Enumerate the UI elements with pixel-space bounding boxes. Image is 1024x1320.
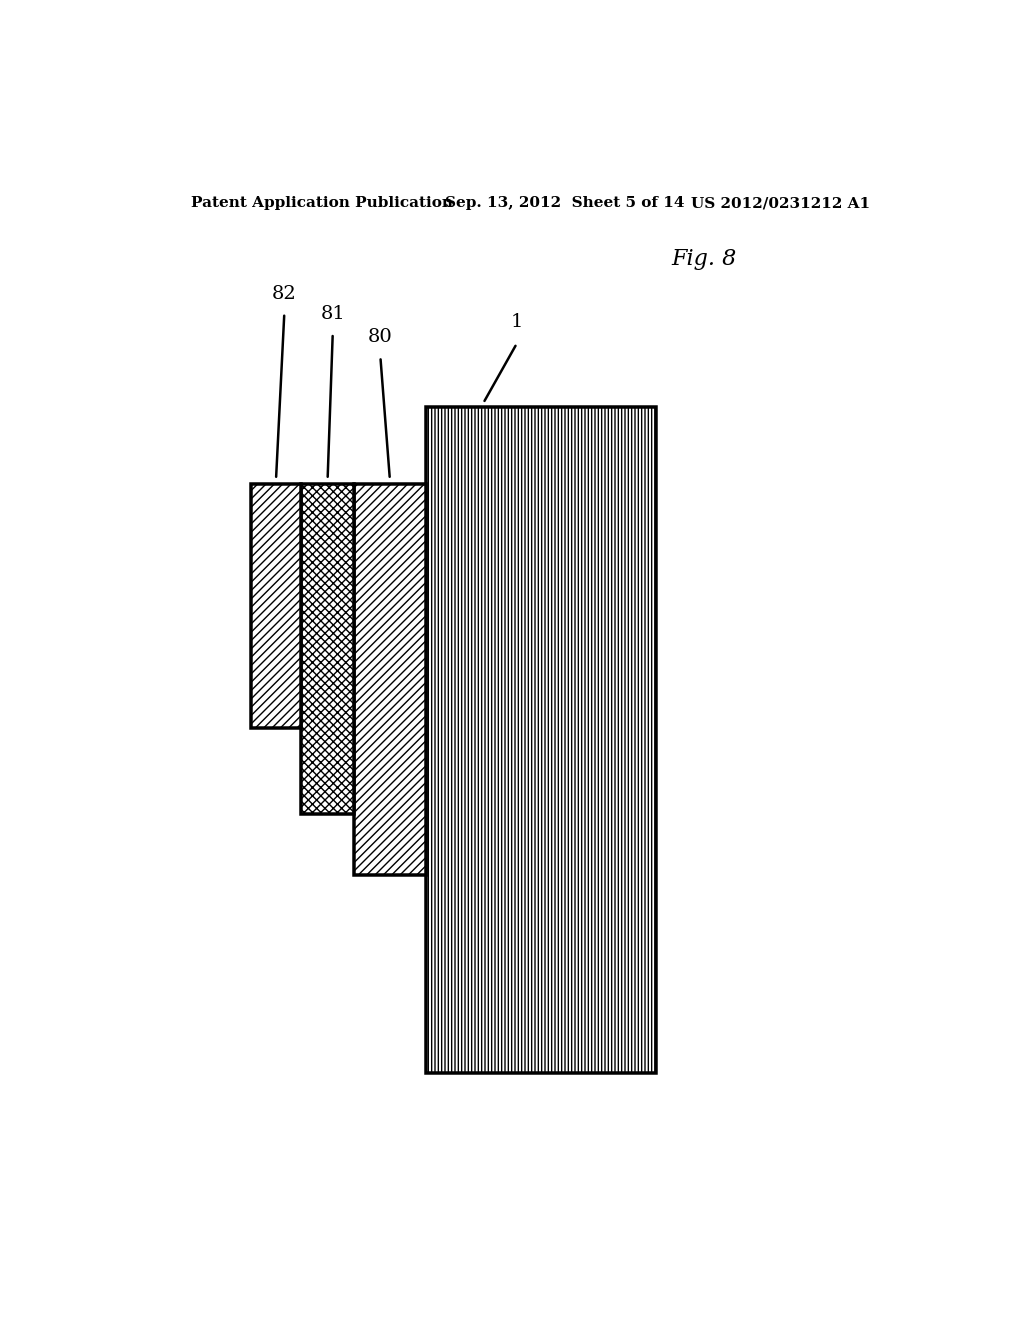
Text: 81: 81 — [321, 305, 345, 323]
Text: 82: 82 — [272, 285, 297, 302]
Bar — [354, 483, 426, 875]
Bar — [426, 408, 655, 1073]
Text: Fig. 8: Fig. 8 — [672, 248, 737, 271]
Bar — [251, 483, 301, 727]
Text: 1: 1 — [511, 313, 523, 331]
Text: US 2012/0231212 A1: US 2012/0231212 A1 — [691, 195, 870, 210]
Text: Sep. 13, 2012  Sheet 5 of 14: Sep. 13, 2012 Sheet 5 of 14 — [445, 195, 685, 210]
Bar — [301, 483, 354, 814]
Text: 80: 80 — [368, 329, 393, 346]
Text: Patent Application Publication: Patent Application Publication — [191, 195, 454, 210]
